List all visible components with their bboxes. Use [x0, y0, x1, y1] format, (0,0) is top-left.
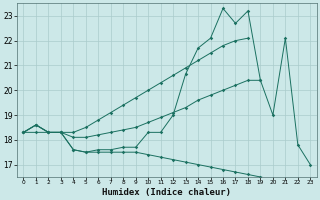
- X-axis label: Humidex (Indice chaleur): Humidex (Indice chaleur): [102, 188, 231, 197]
